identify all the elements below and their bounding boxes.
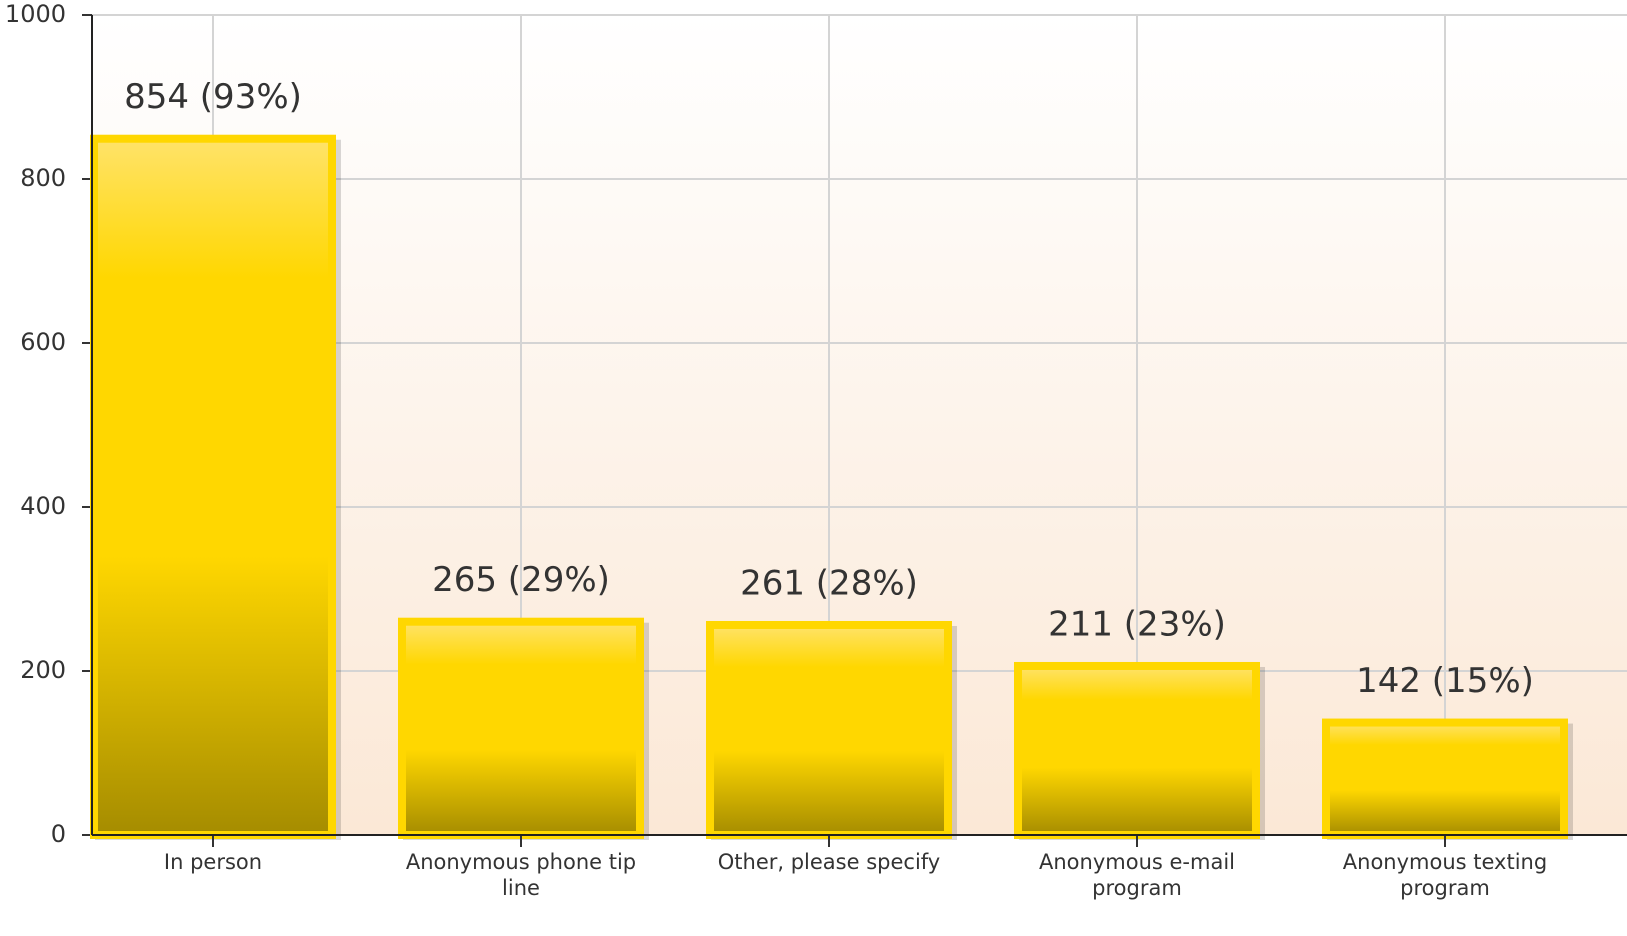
value-label: 854 (93%) xyxy=(124,77,302,117)
y-tick-label: 600 xyxy=(20,328,66,356)
bar xyxy=(90,134,336,840)
x-tick-label: Anonymous e-mail program xyxy=(1039,850,1235,900)
bar xyxy=(1322,718,1568,839)
y-tick-label: 200 xyxy=(20,656,66,684)
y-tick-label: 1000 xyxy=(5,0,66,28)
x-tick-label: Anonymous phone tip line xyxy=(405,850,637,900)
bar xyxy=(706,620,952,839)
y-tick-label: 800 xyxy=(20,164,66,192)
bar xyxy=(1014,661,1260,839)
value-label: 142 (15%) xyxy=(1356,661,1534,701)
y-tick-label: 0 xyxy=(51,820,66,848)
x-tick-label: In person xyxy=(163,850,263,874)
value-label: 265 (29%) xyxy=(432,560,610,600)
value-label: 211 (23%) xyxy=(1048,604,1226,644)
bar xyxy=(398,617,644,840)
value-label: 261 (28%) xyxy=(740,563,918,603)
x-tick-label: Other, please specify xyxy=(717,850,941,874)
y-tick-label: 400 xyxy=(20,492,66,520)
x-tick-label: Anonymous texting program xyxy=(1342,850,1548,900)
